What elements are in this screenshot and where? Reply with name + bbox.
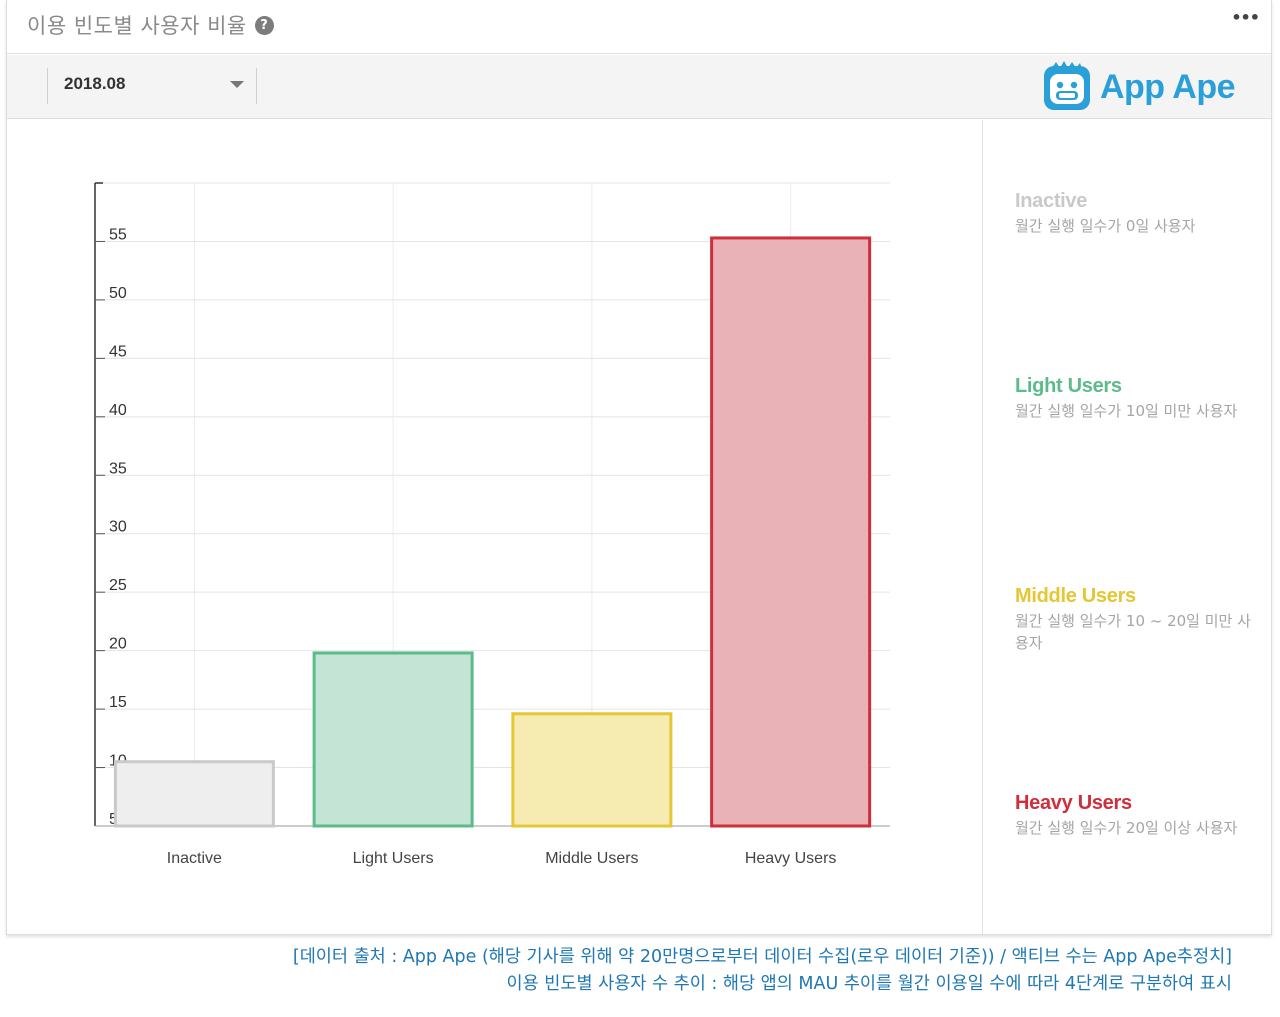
- y-tick-label: 30: [109, 519, 127, 536]
- y-tick-label: 55: [109, 226, 127, 243]
- legend-desc-middle: 월간 실행 일수가 10 ~ 20일 미만 사용자: [1015, 612, 1251, 652]
- bar-middle: [511, 712, 673, 828]
- month-select[interactable]: 2018.08: [47, 68, 257, 104]
- bar-heavy: [710, 236, 872, 828]
- legend-title-middle: Middle Users: [1015, 585, 1136, 607]
- y-tick-label: 40: [109, 402, 127, 419]
- toolbar: 2018.08 App Ape: [7, 55, 1271, 119]
- card-title-text: 이용 빈도별 사용자 비율: [27, 14, 247, 38]
- legend-desc-heavy: 월간 실행 일수가 20일 이상 사용자: [1015, 819, 1238, 837]
- caption-line-2: 이용 빈도별 사용자 수 추이 : 해당 앱의 MAU 추이를 월간 이용일 수…: [506, 974, 1232, 994]
- y-tick-label: 20: [109, 636, 127, 653]
- bar-light: [312, 651, 474, 828]
- y-tick-label: 5: [109, 811, 118, 828]
- source-caption: [데이터 출처 : App Ape (해당 기사를 위해 약 20만명으로부터 …: [293, 944, 1232, 998]
- legend-desc-inactive: 월간 실행 일수가 0일 사용자: [1015, 217, 1196, 235]
- caret-down-icon: [230, 81, 244, 88]
- y-tick-label: 25: [109, 577, 127, 594]
- more-options-button[interactable]: •••: [1231, 8, 1260, 27]
- legend-item-light: Light Users 월간 실행 일수가 10일 미만 사용자: [1015, 375, 1255, 422]
- card-title: 이용 빈도별 사용자 비율 ?: [27, 10, 274, 40]
- legend-title-inactive: Inactive: [1015, 190, 1088, 212]
- y-tick-label: 50: [109, 285, 127, 302]
- caption-line-1: [데이터 출처 : App Ape (해당 기사를 위해 약 20만명으로부터 …: [292, 947, 1232, 967]
- legend-item-inactive: Inactive 월간 실행 일수가 0일 사용자: [1015, 190, 1255, 237]
- legend-item-middle: Middle Users 월간 실행 일수가 10 ~ 20일 미만 사용자: [1015, 585, 1255, 654]
- chart-card: 이용 빈도별 사용자 비율 ? ••• 2018.08 App Ape 5101…: [6, 0, 1272, 935]
- legend-title-light: Light Users: [1015, 375, 1122, 397]
- brand-name: App Ape: [1099, 67, 1236, 106]
- legend-item-heavy: Heavy Users 월간 실행 일수가 20일 이상 사용자: [1015, 792, 1255, 839]
- month-select-value: 2018.08: [64, 74, 126, 93]
- x-tick-label: Inactive: [167, 850, 222, 867]
- x-tick-label: Light Users: [353, 850, 434, 867]
- bar-chart: 510152025303540455055InactiveLight Users…: [94, 182, 890, 867]
- legend-desc-light: 월간 실행 일수가 10일 미만 사용자: [1015, 402, 1238, 420]
- x-tick-label: Middle Users: [545, 850, 638, 867]
- x-tick-label: Heavy Users: [745, 850, 837, 867]
- y-tick-label: 45: [109, 343, 127, 360]
- card-header: 이용 빈도별 사용자 비율 ? •••: [7, 0, 1271, 54]
- brand-logo: App Ape: [1042, 59, 1236, 115]
- app-ape-mascot-icon: [1043, 61, 1090, 110]
- legend-panel: Inactive 월간 실행 일수가 0일 사용자 Light Users 월간…: [982, 120, 1271, 934]
- y-tick-label: 35: [109, 460, 127, 477]
- legend-title-heavy: Heavy Users: [1015, 792, 1132, 814]
- bar-inactive: [113, 760, 275, 828]
- y-tick-label: 15: [109, 694, 127, 711]
- plot-area: 510152025303540455055InactiveLight Users…: [7, 120, 982, 934]
- question-circle-icon[interactable]: ?: [254, 15, 274, 35]
